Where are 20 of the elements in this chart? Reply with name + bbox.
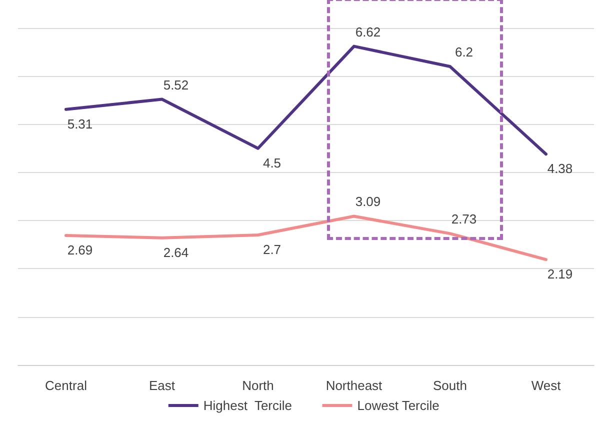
x-tick-label: West <box>531 378 562 393</box>
data-label: 6.2 <box>454 44 474 60</box>
x-tick-label: South <box>433 378 467 393</box>
legend-label: Lowest Tercile <box>357 398 440 413</box>
data-label: 2.19 <box>547 266 573 282</box>
data-label: 2.7 <box>262 242 282 258</box>
x-tick-label: Northeast <box>326 378 383 393</box>
data-label: 4.38 <box>547 161 573 176</box>
legend-label: Highest Tercile <box>203 398 292 413</box>
data-label: 5.31 <box>67 116 93 132</box>
data-label: 4.5 <box>262 155 282 170</box>
x-tick-label: East <box>148 378 176 393</box>
data-label: 2.69 <box>67 242 93 258</box>
data-label: 6.62 <box>355 24 381 40</box>
x-tick-label: North <box>242 378 274 393</box>
data-label: 3.09 <box>355 194 381 210</box>
x-tick-label: Central <box>45 378 88 393</box>
data-label: 5.52 <box>163 77 189 92</box>
data-label: 2.64 <box>163 244 189 260</box>
data-label: 2.73 <box>451 212 477 227</box>
